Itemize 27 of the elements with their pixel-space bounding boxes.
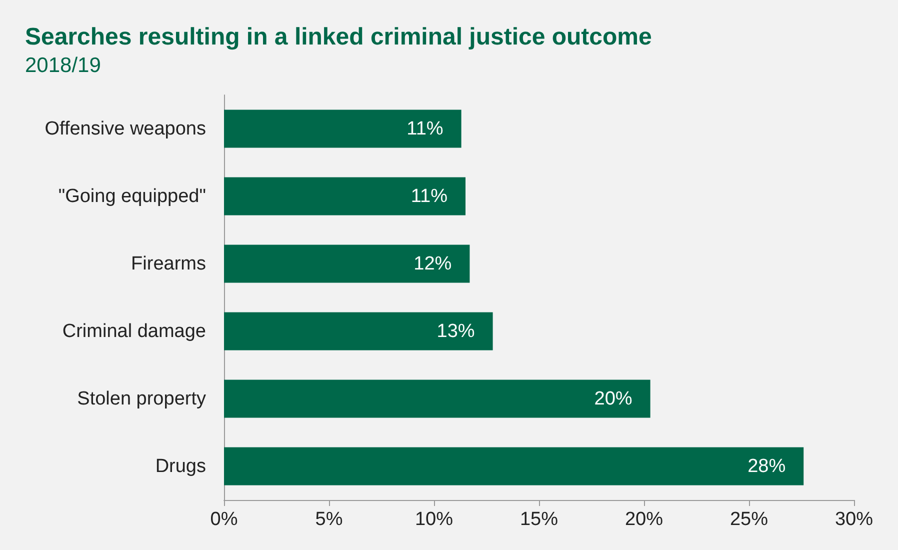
chart-subtitle: 2018/19 [25,54,101,77]
x-tick-label: 15% [520,509,558,530]
x-tick-label: 5% [315,509,343,530]
bar [224,177,466,216]
y-tick-label: Offensive weapons [44,118,206,140]
bar [224,110,462,148]
x-tick-label: 10% [414,509,454,530]
y-tick-label: Drugs [155,456,206,477]
y-tick-label: "Going equipped" [58,186,206,207]
x-tick-label: 30% [834,509,874,530]
data-label: 11% [406,118,444,140]
bar [224,447,804,486]
x-tick-label: 25% [730,509,768,530]
data-label: 13% [436,320,475,342]
data-label: 20% [594,388,632,410]
bar [224,244,470,283]
data-label: 28% [748,456,786,477]
bar [224,312,493,350]
data-label: 12% [414,253,452,274]
y-tick-label: Firearms [131,253,206,274]
x-tick-label: 0% [210,509,238,530]
x-tick-label: 20% [624,509,664,530]
y-tick-label: Criminal damage [62,320,206,342]
y-tick-label: Stolen property [77,388,206,410]
data-label: 11% [410,186,448,207]
bar [224,380,650,418]
chart-title: Searches resulting in a linked criminal justice outcome [25,24,652,50]
